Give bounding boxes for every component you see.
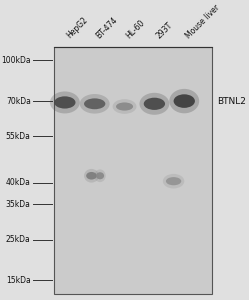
Text: 70kDa: 70kDa [6, 97, 31, 106]
Bar [54, 47, 212, 294]
Ellipse shape [139, 93, 169, 115]
Text: 35kDa: 35kDa [6, 200, 31, 209]
Ellipse shape [116, 102, 133, 111]
Text: 25kDa: 25kDa [6, 235, 31, 244]
Ellipse shape [96, 172, 104, 179]
Ellipse shape [50, 92, 80, 113]
Text: 293T: 293T [154, 20, 174, 40]
Ellipse shape [80, 94, 110, 114]
Ellipse shape [174, 94, 195, 108]
Ellipse shape [166, 177, 181, 185]
Ellipse shape [113, 99, 136, 114]
Ellipse shape [84, 169, 99, 183]
Text: BTNL2: BTNL2 [217, 97, 246, 106]
Ellipse shape [163, 174, 184, 188]
Ellipse shape [54, 96, 75, 109]
Text: HL-60: HL-60 [124, 18, 147, 40]
Text: 55kDa: 55kDa [6, 132, 31, 141]
Text: Mouse liver: Mouse liver [184, 2, 222, 40]
Ellipse shape [86, 172, 97, 180]
Ellipse shape [94, 169, 106, 182]
Text: 40kDa: 40kDa [6, 178, 31, 187]
Text: HepG2: HepG2 [65, 15, 89, 40]
Ellipse shape [169, 89, 199, 113]
Text: BT-474: BT-474 [95, 15, 120, 40]
Ellipse shape [144, 98, 165, 110]
Ellipse shape [84, 98, 105, 109]
Text: 100kDa: 100kDa [1, 56, 31, 65]
Text: 15kDa: 15kDa [6, 276, 31, 285]
